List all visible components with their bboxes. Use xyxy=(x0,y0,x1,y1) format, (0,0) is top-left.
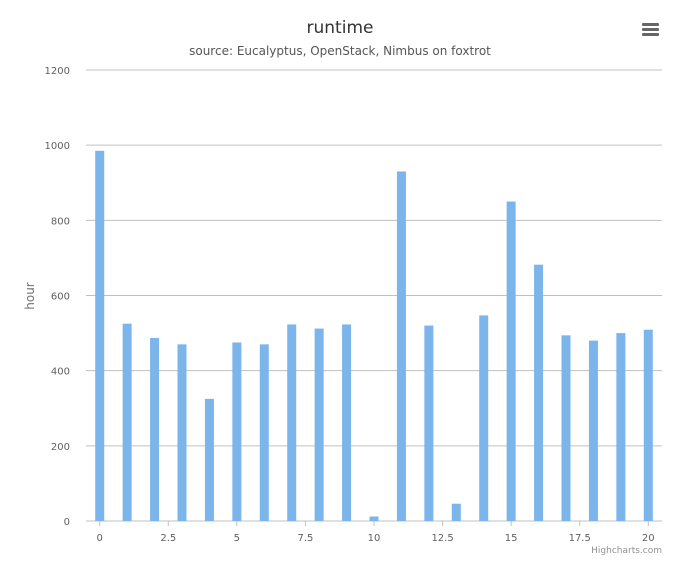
hamburger-menu-icon[interactable] xyxy=(636,16,666,42)
y-axis: 0 200 400 600 800 1000 1200 xyxy=(45,66,70,528)
x-tick-label: 2.5 xyxy=(160,533,176,544)
bar[interactable] xyxy=(396,171,406,521)
bar-series xyxy=(95,150,653,521)
bar[interactable] xyxy=(122,323,132,521)
bar[interactable] xyxy=(451,503,461,521)
y-tick-label: 800 xyxy=(51,216,70,227)
x-tick-label: 5 xyxy=(234,533,240,544)
y-axis-title: hour xyxy=(23,282,37,310)
chart-subtitle: source: Eucalyptus, OpenStack, Nimbus on… xyxy=(189,44,491,58)
bar[interactable] xyxy=(643,329,653,521)
bar[interactable] xyxy=(342,324,352,521)
credits-link[interactable]: Highcharts.com xyxy=(591,546,662,556)
bar[interactable] xyxy=(150,337,160,521)
bar[interactable] xyxy=(616,333,626,521)
y-tick-label: 1000 xyxy=(45,141,70,152)
x-tick-label: 10 xyxy=(368,533,381,544)
bar[interactable] xyxy=(369,516,379,521)
x-axis: 0 2.5 5 7.5 10 12.5 15 17.5 20 xyxy=(97,521,655,544)
bar[interactable] xyxy=(534,264,544,521)
y-tick-label: 1200 xyxy=(45,66,70,77)
x-tick-label: 7.5 xyxy=(297,533,313,544)
y-tick-label: 600 xyxy=(51,292,70,303)
bar[interactable] xyxy=(479,315,489,521)
bar[interactable] xyxy=(314,328,324,521)
x-tick-label: 15 xyxy=(505,533,518,544)
bar[interactable] xyxy=(424,325,434,521)
y-tick-label: 0 xyxy=(64,517,70,528)
bar[interactable] xyxy=(232,342,242,521)
x-tick-label: 17.5 xyxy=(569,533,591,544)
bar[interactable] xyxy=(588,340,598,521)
x-tick-label: 20 xyxy=(642,533,655,544)
bar[interactable] xyxy=(177,344,187,521)
y-tick-label: 200 xyxy=(51,442,70,453)
x-tick-label: 0 xyxy=(97,533,103,544)
y-tick-label: 400 xyxy=(51,367,70,378)
bar[interactable] xyxy=(506,201,516,521)
x-tick-label: 12.5 xyxy=(431,533,453,544)
bar[interactable] xyxy=(287,324,297,521)
bar[interactable] xyxy=(259,344,269,521)
bar[interactable] xyxy=(204,398,214,521)
chart-title: runtime xyxy=(307,18,374,38)
bar[interactable] xyxy=(95,150,105,521)
bar[interactable] xyxy=(561,335,571,521)
